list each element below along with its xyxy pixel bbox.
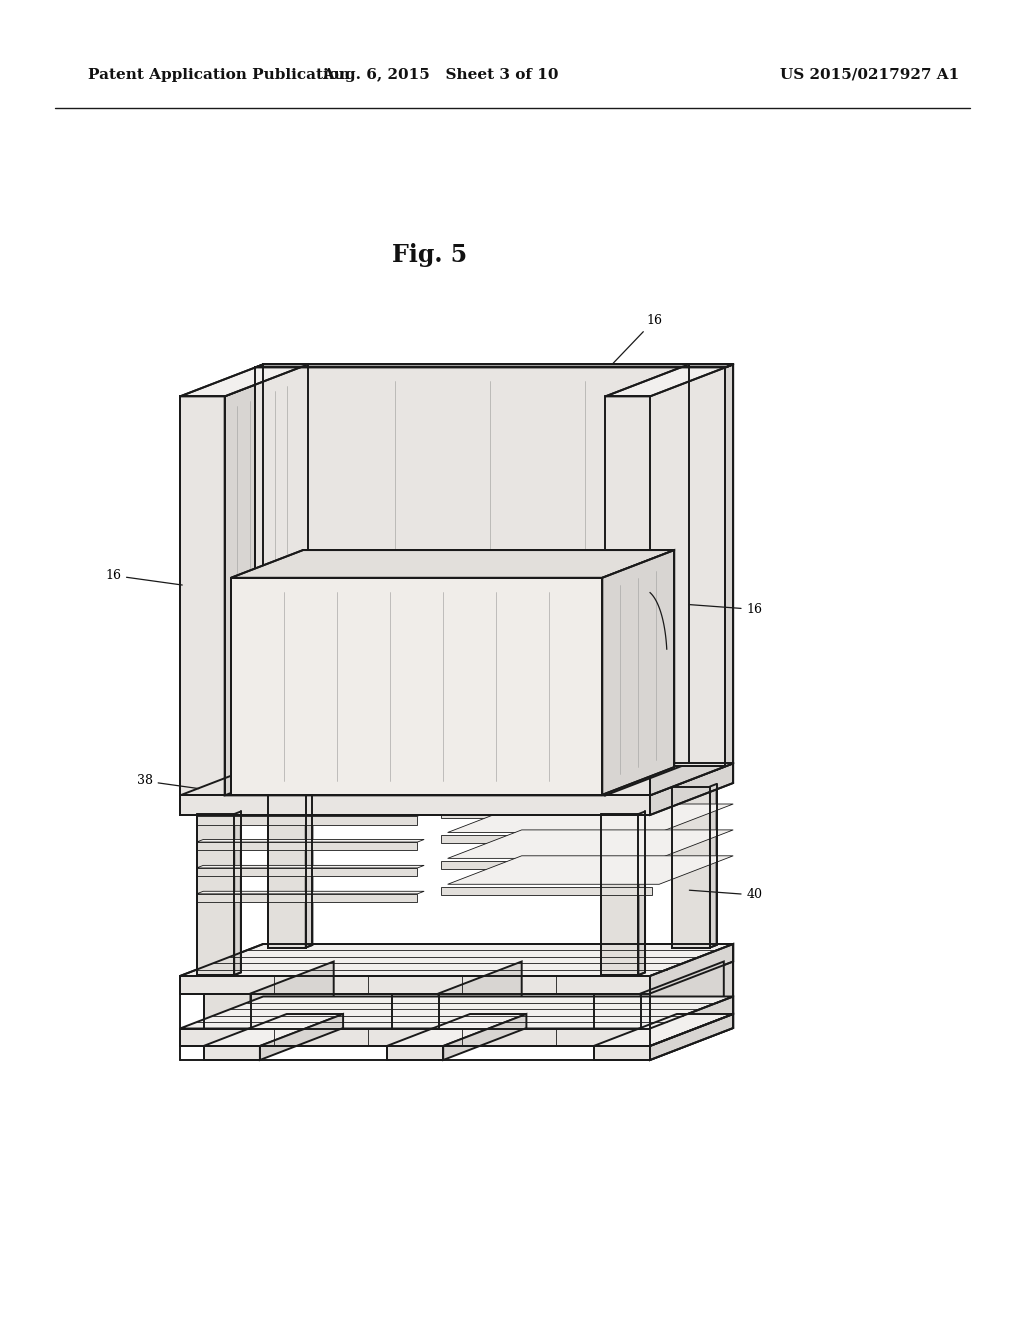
Polygon shape	[180, 763, 733, 796]
Polygon shape	[650, 1014, 733, 1060]
Polygon shape	[180, 1028, 650, 1045]
Polygon shape	[197, 894, 418, 903]
Text: 38: 38	[136, 775, 199, 788]
Polygon shape	[441, 887, 652, 895]
Polygon shape	[180, 364, 308, 396]
Polygon shape	[447, 855, 733, 884]
Polygon shape	[306, 784, 312, 948]
Polygon shape	[255, 364, 733, 367]
Polygon shape	[641, 961, 724, 1028]
Polygon shape	[204, 1045, 260, 1060]
Text: 16: 16	[105, 569, 182, 585]
Text: 16: 16	[613, 314, 663, 363]
Polygon shape	[443, 1014, 526, 1060]
Polygon shape	[594, 1014, 733, 1045]
Polygon shape	[197, 816, 418, 825]
Polygon shape	[197, 813, 424, 816]
Polygon shape	[605, 364, 733, 396]
Polygon shape	[263, 364, 733, 763]
Polygon shape	[387, 1045, 443, 1060]
Polygon shape	[197, 814, 234, 975]
Polygon shape	[605, 396, 650, 796]
Polygon shape	[601, 812, 645, 814]
Polygon shape	[650, 364, 733, 796]
Polygon shape	[204, 994, 251, 1028]
Polygon shape	[197, 869, 418, 876]
Polygon shape	[673, 787, 710, 948]
Polygon shape	[197, 840, 424, 842]
Polygon shape	[260, 1014, 343, 1060]
Polygon shape	[224, 364, 308, 796]
Polygon shape	[650, 944, 733, 1060]
Text: Fig. 5: Fig. 5	[392, 243, 468, 267]
Polygon shape	[441, 836, 652, 843]
Polygon shape	[447, 804, 733, 833]
Polygon shape	[204, 1014, 343, 1045]
Polygon shape	[441, 861, 652, 870]
Polygon shape	[231, 550, 674, 578]
Polygon shape	[438, 961, 521, 1028]
Polygon shape	[601, 814, 638, 975]
Text: 40: 40	[689, 888, 763, 902]
Polygon shape	[447, 830, 733, 858]
Polygon shape	[197, 812, 241, 814]
Polygon shape	[650, 944, 733, 994]
Polygon shape	[441, 809, 652, 817]
Polygon shape	[255, 367, 725, 767]
Polygon shape	[391, 994, 438, 1028]
Polygon shape	[224, 767, 681, 796]
Polygon shape	[231, 578, 602, 795]
Polygon shape	[197, 866, 424, 869]
Polygon shape	[180, 997, 733, 1028]
Polygon shape	[605, 364, 688, 796]
Polygon shape	[268, 787, 306, 948]
Polygon shape	[594, 994, 641, 1028]
Polygon shape	[594, 1045, 650, 1060]
Polygon shape	[638, 812, 645, 975]
Polygon shape	[197, 891, 424, 894]
Polygon shape	[710, 784, 717, 948]
Polygon shape	[673, 784, 717, 787]
Polygon shape	[180, 796, 650, 814]
Polygon shape	[234, 812, 241, 975]
Text: Patent Application Publication: Patent Application Publication	[88, 69, 350, 82]
Polygon shape	[180, 944, 733, 975]
Polygon shape	[251, 961, 334, 1028]
Polygon shape	[180, 396, 224, 796]
Polygon shape	[602, 550, 674, 795]
Text: US 2015/0217927 A1: US 2015/0217927 A1	[780, 69, 959, 82]
Text: Aug. 6, 2015   Sheet 3 of 10: Aug. 6, 2015 Sheet 3 of 10	[322, 69, 558, 82]
Polygon shape	[447, 777, 733, 807]
Polygon shape	[650, 997, 733, 1045]
Polygon shape	[268, 784, 312, 787]
Polygon shape	[180, 975, 650, 994]
Polygon shape	[263, 364, 308, 763]
Polygon shape	[650, 763, 733, 814]
Polygon shape	[197, 842, 418, 850]
Polygon shape	[387, 1014, 526, 1045]
Text: 16: 16	[689, 603, 763, 616]
